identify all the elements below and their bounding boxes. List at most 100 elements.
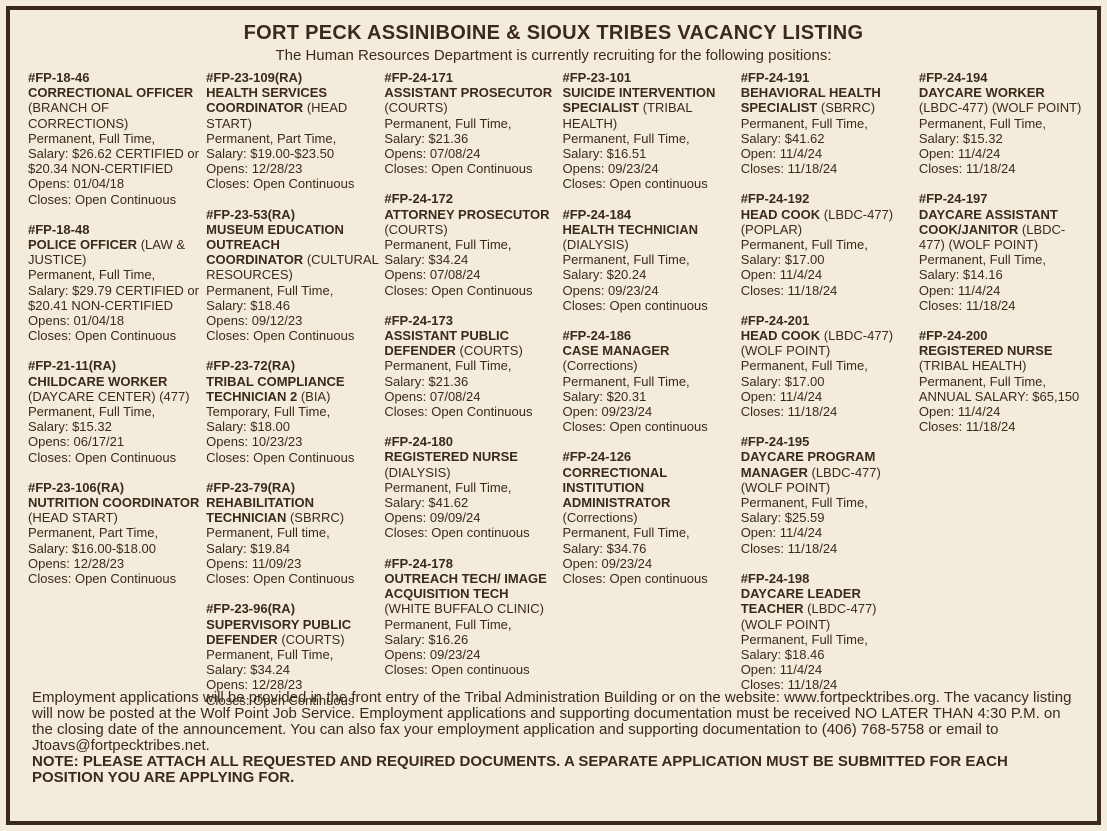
job-detail: Opens: 09/23/24 [562,161,659,177]
job-heading: CORRECTIONAL OFFICER (BRANCH OF CORRECTI… [28,85,200,131]
job-detail: Permanent, Full Time, [740,358,868,374]
job: #FP-24-171 ASSISTANT PROSECUTOR (COURTS) P… [384,70,562,176]
job-detail: Closes: Open Continuous [206,692,355,708]
job-detail: Salary: $21.36 [384,130,469,146]
job-department: (TRIBAL HEALTH) [562,100,693,131]
job-detail: Salary: $18.00 [206,419,291,435]
job-id: #FP-24-180 [384,434,453,450]
job: #FP-23-53(RA) MUSEUM EDUCATION OUTREACH C… [206,207,384,344]
job-title: HEALTH SERVICES COORDINATOR [206,85,328,116]
job: #FP-24-195 DAYCARE PROGRAM MANAGER (LBDC-… [741,434,919,556]
job-detail: Salary: $14.16 [918,267,1003,283]
job-detail: Salary: $20.31 [562,388,647,404]
job: #FP-24-197 DAYCARE ASSISTANT COOK/JANITOR… [919,191,1097,313]
job-id: #FP-24-171 [384,70,453,85]
job-detail: Closes: Open Continuous [206,328,355,344]
job-detail: Permanent, Full Time, [384,237,512,253]
job-department: (Corrections) [562,358,638,374]
job-department: (COURTS) [384,100,448,116]
job-detail: Permanent, Full Time, [918,252,1047,268]
job-detail: Open: 11/4/24 [918,404,1001,420]
job-detail: Closes: 11/18/24 [740,161,838,177]
job-detail: Closes: Open Continuous [206,571,355,587]
job-detail: Permanent, Full Time, [384,115,512,131]
job-detail: Salary: $34.76 [562,540,647,556]
job-heading: BEHAVIORAL HEALTH SPECIALIST (SBRRC) [741,85,913,115]
job-heading: ASSISTANT PUBLIC DEFENDER (COURTS) [384,328,556,358]
job-heading: DAYCARE ASSISTANT COOK/JANITOR (LBDC-477… [919,207,1091,253]
job-detail: Closes: Open Continuous [384,404,533,420]
job-detail: Open: 09/23/24 [562,555,653,571]
job-detail: Closes: Open continuous [562,419,708,435]
job: #FP-24-126 CORRECTIONAL INSTITUTION ADMIN… [563,449,741,586]
job-detail: Open: 11/4/24 [740,662,823,678]
job-id: #FP-24-173 [384,312,453,328]
job: #FP-18-46 CORRECTIONAL OFFICER (BRANCH OF… [28,70,206,207]
job-detail: Salary: $17.00 [740,373,825,389]
job-detail: Salary: $18.46 [740,646,825,662]
job-heading: MUSEUM EDUCATION OUTREACH COORDINATOR (C… [206,222,378,283]
job: #FP-24-192 HEAD COOK (LBDC-477) (POPLAR) P… [741,191,919,297]
job-id: #FP-21-11(RA) [28,358,117,374]
job-department: (LBDC-477) (WOLF POINT) [740,328,894,359]
job-detail: Closes: 11/18/24 [918,419,1016,435]
job: #FP-23-109(RA) HEALTH SERVICES COORDINATO… [206,70,384,192]
job-detail: Salary: $34.24 [206,662,291,678]
job-detail: Opens: 09/23/24 [384,646,481,662]
job: #FP-23-72(RA) TRIBAL COMPLIANCE TECHNICIA… [206,358,384,464]
job-department: (LBDC-477) (WOLF POINT) [918,221,1066,253]
job: #FP-24-201 HEAD COOK (LBDC-477) (WOLF POI… [741,313,919,419]
job-detail: Closes: 11/18/24 [740,677,838,693]
job-detail: Permanent, Full Time, [562,252,690,268]
job-detail: Permanent, Full Time, [740,631,868,647]
job-detail: Opens: 07/08/24 [384,267,481,283]
job-detail: Open: 11/4/24 [918,146,1001,162]
job-detail: Opens: 12/28/23 [206,677,303,693]
job: #FP-24-184 HEALTH TECHNICIAN (DIALYSIS) Pe… [563,207,741,313]
job-title: HEAD COOK [740,328,821,344]
job-heading: ATTORNEY PROSECUTOR (COURTS) [384,207,556,237]
column: #FP-24-171 ASSISTANT PROSECUTOR (COURTS) P… [384,70,562,690]
job-detail: Salary: $21.36 [384,373,469,389]
job-detail: Permanent, Full Time, [740,115,868,131]
job: #FP-18-48 POLICE OFFICER (LAW & JUSTICE) P… [28,222,206,344]
job-id: #FP-23-101 [562,70,632,85]
job-detail: Closes: Open Continuous [28,449,177,465]
job-department: (DIALYSIS) [384,464,451,480]
job-detail: Opens: 09/12/23 [206,313,303,329]
column: #FP-23-109(RA) HEALTH SERVICES COORDINATO… [206,70,384,708]
job-id: #FP-23-96(RA) [206,601,296,617]
job-id: #FP-24-126 [562,449,632,465]
job-detail: Opens: 09/23/24 [562,282,659,298]
job-heading: OUTREACH TECH/ IMAGE ACQUISITION TECH (W… [384,571,556,617]
job-heading: CORRECTIONAL INSTITUTION ADMINISTRATOR (… [563,465,735,526]
job-heading: ASSISTANT PROSECUTOR (COURTS) [384,85,556,115]
column: #FP-24-191 BEHAVIORAL HEALTH SPECIALIST (… [740,70,919,693]
job-detail: Closes: Open continuous [384,525,530,541]
job-department: (COURTS) [459,343,523,359]
job-heading: HEALTH SERVICES COORDINATOR (HEAD START) [206,85,378,131]
job-heading: SUPERVISORY PUBLIC DEFENDER (COURTS) [206,617,378,647]
job-department: (LBDC-477) (WOLF POINT) [740,601,877,632]
job-detail: Closes: Open Continuous [384,161,533,177]
job-detail: Opens: 12/28/23 [28,555,125,571]
job-id: #FP-24-191 [740,70,810,85]
job-title: MUSEUM EDUCATION OUTREACH COORDINATOR [206,221,344,268]
job-detail: Opens: 11/09/23 [206,555,302,571]
job-heading: SUICIDE INTERVENTION SPECIALIST (TRIBAL … [563,85,735,131]
job: #FP-23-96(RA) SUPERVISORY PUBLIC DEFENDER… [206,601,384,707]
job-detail: Permanent, Full Time, [562,373,690,389]
job-title: REGISTERED NURSE [384,449,518,465]
job-department: (HEAD START) [28,510,118,526]
job-detail: Permanent, Full Time, [384,479,512,495]
job-title: BEHAVIORAL HEALTH SPECIALIST [740,85,881,116]
job-id: #FP-24-192 [740,191,810,207]
job-id: #FP-24-198 [740,570,810,586]
job-department: (LBDC-477) (POPLAR) [740,206,894,237]
job: #FP-24-180 REGISTERED NURSE (DIALYSIS) Per… [384,434,562,540]
job-detail: Closes: 11/18/24 [740,540,838,556]
job-department: (WHITE BUFFALO CLINIC) [384,601,544,617]
job-detail: Permanent, Full Time, [740,495,868,511]
job: #FP-24-186 CASE MANAGER (Corrections) Perm… [563,328,741,434]
job-id: #FP-23-72(RA) [206,358,296,374]
